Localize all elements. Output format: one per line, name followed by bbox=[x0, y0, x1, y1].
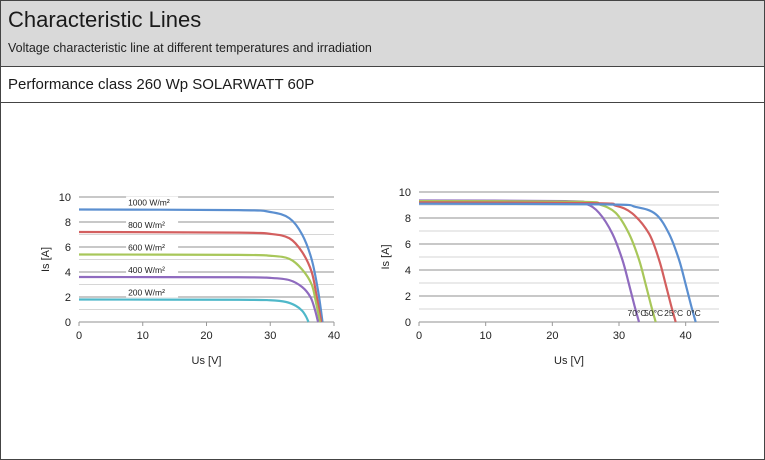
y-tick-label: 2 bbox=[65, 292, 71, 304]
y-tick-label: 2 bbox=[405, 291, 411, 303]
series-label-bg bbox=[126, 286, 179, 298]
series-line bbox=[78, 298, 310, 323]
x-tick-label: 0 bbox=[416, 330, 422, 342]
section-header: Characteristic Lines Voltage characteris… bbox=[1, 1, 764, 67]
series-line bbox=[78, 275, 320, 323]
series-label: 0°C bbox=[687, 308, 701, 318]
series-line bbox=[78, 253, 322, 323]
section-subtitle: Voltage characteristic line at different… bbox=[8, 41, 372, 55]
series-line bbox=[418, 200, 657, 323]
series-line bbox=[78, 208, 324, 323]
x-tick-label: 20 bbox=[200, 330, 212, 342]
x-tick-label: 20 bbox=[546, 330, 558, 342]
performance-class-row: Performance class 260 Wp SOLARWATT 60P bbox=[1, 67, 764, 103]
series-label: 50°C bbox=[644, 308, 663, 318]
series-label: 600 W/m² bbox=[128, 243, 165, 253]
x-tick-label: 0 bbox=[76, 330, 82, 342]
irradiance-iv-chart: 0 2 4 6 8 10 0 10 20 30 40 Us [V] Is [A] 1000 W/m² 800… bbox=[40, 192, 340, 367]
x-tick-label: 30 bbox=[613, 330, 625, 342]
series-label-bg bbox=[126, 196, 179, 208]
y-tick-label: 0 bbox=[405, 317, 411, 329]
series-line bbox=[418, 202, 697, 323]
x-tick-label: 40 bbox=[680, 330, 692, 342]
y-tick-label: 8 bbox=[405, 213, 411, 225]
series-label: 400 W/m² bbox=[128, 265, 165, 275]
y-tick-label: 6 bbox=[65, 242, 71, 254]
y-tick-label: 0 bbox=[65, 317, 71, 329]
series-label: 25°C bbox=[664, 308, 683, 318]
x-tick-label: 30 bbox=[264, 330, 276, 342]
series-label: 200 W/m² bbox=[128, 288, 165, 298]
y-tick-label: 10 bbox=[399, 187, 411, 199]
x-axis-label: Us [V] bbox=[192, 355, 222, 367]
y-tick-label: 4 bbox=[405, 265, 411, 277]
series-label-bg bbox=[126, 264, 179, 275]
series-line bbox=[78, 230, 323, 323]
x-tick-label: 10 bbox=[137, 330, 149, 342]
series-label: 70°C bbox=[628, 308, 647, 318]
series-line bbox=[418, 201, 677, 323]
y-axis-label: Is [A] bbox=[40, 247, 52, 272]
x-axis-label: Us [V] bbox=[554, 355, 584, 367]
y-tick-label: 8 bbox=[65, 217, 71, 229]
x-tick-label: 10 bbox=[480, 330, 492, 342]
temperature-iv-chart: 0 2 4 6 8 10 0 10 20 30 40 Us [V] Is [A] 70°C50°C 25°C… bbox=[380, 187, 719, 367]
x-tick-label: 40 bbox=[328, 330, 340, 342]
y-axis-label: Is [A] bbox=[380, 244, 392, 269]
y-tick-label: 6 bbox=[405, 239, 411, 251]
series-label-bg bbox=[126, 219, 179, 230]
y-tick-label: 4 bbox=[65, 267, 71, 279]
y-tick-label: 10 bbox=[59, 192, 71, 204]
performance-class-label: Performance class 260 Wp SOLARWATT 60P bbox=[8, 76, 315, 93]
series-label: 800 W/m² bbox=[128, 220, 165, 230]
section-title: Characteristic Lines bbox=[8, 7, 202, 32]
series-label-bg bbox=[126, 241, 179, 253]
series-label: 1000 W/m² bbox=[128, 198, 170, 208]
